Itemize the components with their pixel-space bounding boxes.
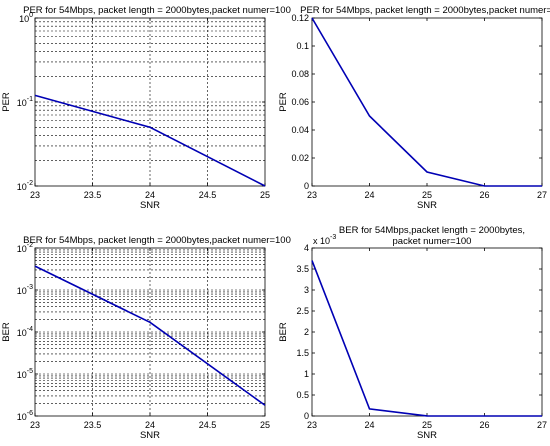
y-tick-label: 0	[304, 411, 309, 421]
y-tick-label: 0.04	[291, 125, 309, 135]
x-tick-label: 23	[30, 420, 40, 430]
x-tick-label: 23	[307, 420, 317, 430]
y-axis-label: PER	[278, 92, 289, 112]
x-tick-label: 25	[260, 420, 270, 430]
y-tick-label: 0	[304, 181, 309, 191]
y-tick-label: 0.12	[291, 13, 309, 23]
y-tick-label: 10-1	[17, 96, 33, 108]
y-tick-label: 0.02	[291, 153, 309, 163]
y-axis-label: PER	[1, 92, 12, 112]
x-tick-label: 27	[537, 420, 547, 430]
grid	[35, 18, 265, 186]
x-tick-label: 23.5	[84, 420, 102, 430]
grid	[35, 248, 265, 416]
plot-area	[312, 18, 542, 186]
x-tick-label: 24	[145, 190, 155, 200]
chart-title: BER for 54Mbps, packet length = 2000byte…	[23, 235, 291, 246]
x-tick-label: 24	[364, 190, 374, 200]
y-tick-label: 10-2	[17, 180, 33, 192]
y-tick-label: 2	[304, 327, 309, 337]
y-tick-label: 0.5	[296, 390, 309, 400]
y-tick-label: 0.06	[291, 97, 309, 107]
x-axis-label: SNR	[140, 430, 160, 441]
y-tick-label: 10-6	[17, 410, 33, 422]
chart-title: PER for 54Mbps, packet length = 2000byte…	[300, 5, 550, 16]
x-tick-label: 23	[307, 190, 317, 200]
y-tick-label: 3	[304, 285, 309, 295]
x-axis-label: SNR	[417, 430, 437, 441]
x-tick-label: 24	[145, 420, 155, 430]
y-tick-label: 0.08	[291, 69, 309, 79]
x-tick-label: 25	[260, 190, 270, 200]
x-tick-label: 27	[537, 190, 547, 200]
x-tick-label: 26	[479, 190, 489, 200]
y-tick-label: 3.5	[296, 264, 309, 274]
y-tick-label: 1.5	[296, 348, 309, 358]
x-tick-label: 26	[479, 420, 489, 430]
y-tick-label: 100	[19, 12, 33, 24]
plot-area	[312, 248, 542, 416]
x-axis-label: SNR	[140, 200, 160, 211]
y-tick-label: 2.5	[296, 306, 309, 316]
y-tick-label: 1	[304, 369, 309, 379]
chart-title: packet numer=100	[393, 236, 472, 247]
y-axis-label: BER	[1, 322, 12, 342]
y-tick-label: 10-5	[17, 368, 33, 380]
y-exponent-label: x 10-3	[313, 234, 336, 246]
chart-title: PER for 54Mbps, packet length = 2000byte…	[23, 5, 291, 16]
y-tick-label: 10-3	[17, 284, 33, 296]
x-tick-label: 25	[422, 190, 432, 200]
x-tick-label: 23.5	[84, 190, 102, 200]
y-tick-label: 4	[304, 243, 309, 253]
x-tick-label: 24.5	[199, 190, 217, 200]
x-axis-label: SNR	[417, 200, 437, 211]
x-tick-label: 23	[30, 190, 40, 200]
y-tick-label: 10-2	[17, 242, 33, 254]
chart-title: BER for 54Mbps,packet length = 2000bytes…	[339, 225, 525, 236]
y-tick-label: 0.1	[296, 41, 309, 51]
x-tick-label: 24.5	[199, 420, 217, 430]
y-axis-label: BER	[278, 322, 289, 342]
y-tick-label: 10-4	[17, 326, 33, 338]
x-tick-label: 25	[422, 420, 432, 430]
x-tick-label: 24	[364, 420, 374, 430]
